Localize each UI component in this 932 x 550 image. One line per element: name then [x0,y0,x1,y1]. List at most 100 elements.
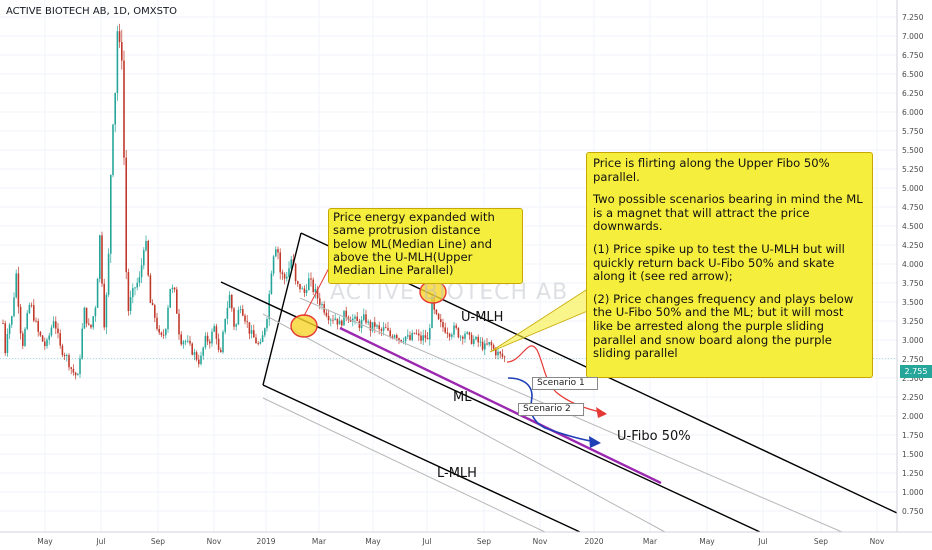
candle-body [147,240,149,276]
candle-body [356,316,358,322]
y-tick-label: 4.750 [902,203,924,212]
candle-body [204,335,207,348]
candle-body [24,328,26,346]
candle-body [167,307,169,330]
candle-body [112,124,114,176]
candle-body [442,322,444,328]
candle-body [182,341,185,345]
candle-body [389,330,391,337]
note-price-energy[interactable]: Price energy expanded with same protrusi… [328,208,523,284]
candle-body [455,325,457,328]
candle-body [484,343,486,350]
candle-body [8,324,11,334]
ml-label: ML [453,390,472,405]
candle-body [420,335,422,341]
candle-body [110,175,112,254]
candle-body [330,319,332,321]
candle-body [143,250,145,266]
x-tick-label: Jul [95,537,105,546]
candle-body [63,354,66,357]
price-axis[interactable]: 7.250 7.000 6.750 6.500 6.250 6.000 5.750 5.500… [896,0,932,532]
x-tick-label: May [37,537,53,546]
y-tick-label: 1.750 [902,431,924,440]
candle-body [391,336,394,338]
candle-body [497,351,499,356]
y-tick-label: 7.000 [902,32,924,41]
candle-body [169,289,171,308]
candle-body [79,358,81,375]
candle-body [464,333,466,339]
symbol-title: ACTIVE BIOTECH AB, 1D, OMXSTO [6,6,177,17]
candle-body [297,281,299,284]
candle-body [473,339,475,344]
candle-body [255,337,257,344]
candle-body [369,321,372,331]
candle-body [127,272,130,311]
candle-body [138,277,141,283]
y-tick-label: 1.000 [902,488,924,497]
y-tick-label: 6.250 [902,89,924,98]
candle-body [398,338,400,340]
symbol-watermark: ACTIVE BIOTECH AB [330,280,569,305]
candle-body [332,319,334,321]
candle-body [503,356,506,358]
time-axis[interactable]: May Jul Sep Nov 2019 Mar May Jul Sep Nov 2020 Mar Ma… [0,531,932,546]
candle-body [96,278,99,308]
candle-body [17,273,20,307]
note-scenarios[interactable]: Price is flirting along the Upper Fibo 5… [586,152,873,378]
candle-body [290,259,292,269]
candle-body [275,249,277,257]
candle-body [341,320,343,326]
candle-body [360,319,363,328]
candle-body [35,320,37,322]
candle-body [250,330,253,334]
candle-body [349,319,352,322]
candle-body [105,294,108,328]
candle-body [462,336,464,339]
candle-body [149,275,152,303]
x-tick-label: Sep [814,537,828,546]
y-tick-label: 5.750 [902,127,924,136]
candle-body [55,321,57,329]
scenario-2-label[interactable]: Scenario 2 [518,403,584,416]
y-tick-label: 5.500 [902,146,924,155]
price-axis-bg [897,0,932,532]
candle-body [244,315,246,322]
candle-body [88,323,90,325]
candle-body [28,304,31,314]
candle-body [26,313,28,329]
x-tick-label: May [365,537,381,546]
candle-body [374,322,376,327]
candle-body [301,288,303,290]
candle-body [191,343,193,355]
candle-body [99,235,101,279]
y-tick-label: 4.500 [902,222,924,231]
y-tick-label: 3.750 [902,279,924,288]
candle-body [198,359,200,365]
candle-body [81,328,83,359]
fibo-lower-line [262,397,546,533]
candle-body [136,282,138,288]
candle-body [281,272,284,275]
y-tick-label: 6.500 [902,70,924,79]
candle-body [173,287,176,290]
candle-body [470,334,473,344]
candle-body [396,335,398,339]
y-tick-label: 5.000 [902,184,924,193]
candle-body [22,333,24,346]
candle-body [437,313,440,320]
candle-body [259,341,262,344]
y-tick-label: 3.250 [902,317,924,326]
candle-body [268,294,270,320]
candle-body [171,287,174,290]
scenario-1-label[interactable]: Scenario 1 [532,377,598,390]
candle-body [57,328,59,334]
candle-body [277,249,279,253]
candle-body [178,313,180,335]
y-tick-label: 2.750 [902,355,924,364]
candle-body [479,341,482,343]
candle-body [222,331,224,353]
candle-body [495,348,497,356]
candle-body [308,278,310,290]
candle-body [468,332,471,335]
